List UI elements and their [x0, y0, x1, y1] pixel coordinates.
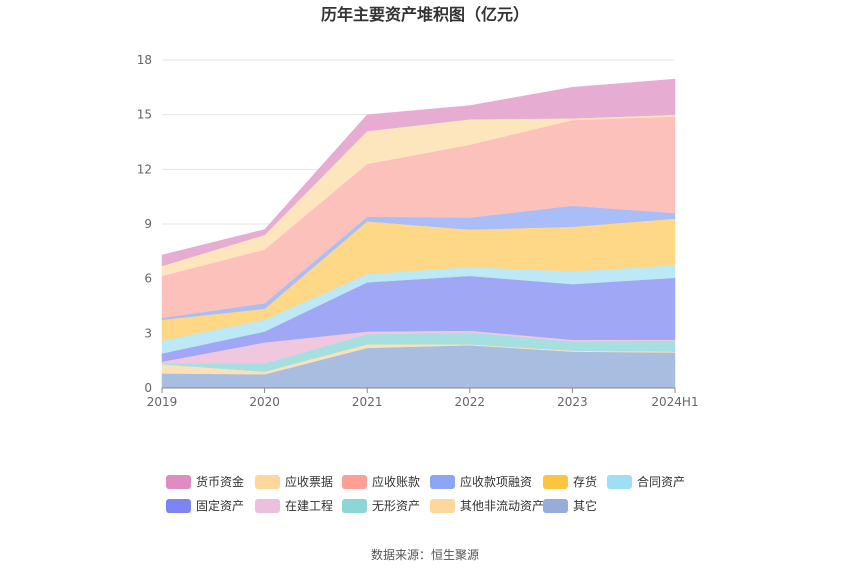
legend-item[interactable]: 合同资产	[607, 474, 685, 489]
axes: 0 3 6 9 12 15 18 2019 2020 2021 2022 2023 2024H1	[137, 53, 699, 409]
x-tick-label: 2021	[352, 395, 383, 409]
legend-label: 应收账款	[372, 474, 420, 489]
y-tick-label: 15	[137, 108, 152, 122]
x-tick-label: 2019	[147, 395, 178, 409]
legend-item[interactable]: 货币资金	[166, 474, 244, 489]
area-series-10	[161, 78, 676, 267]
x-tick-label: 2024H1	[651, 395, 698, 409]
legend-item[interactable]: 其他非流动资产	[430, 499, 544, 513]
legend-swatch	[607, 475, 632, 489]
legend-label: 货币资金	[196, 474, 244, 489]
legend-item[interactable]: 无形资产	[342, 499, 420, 513]
legend-label: 应收票据	[285, 474, 333, 489]
data-source: 数据来源：恒生聚源	[371, 547, 479, 562]
legend-item[interactable]: 应收款项融资	[430, 474, 532, 489]
legend-item[interactable]: 应收票据	[255, 474, 333, 489]
legend-swatch	[342, 499, 367, 513]
y-tick-label: 18	[137, 53, 152, 67]
legend-label: 在建工程	[285, 498, 333, 513]
legend-swatch	[543, 499, 568, 513]
x-tick-label: 2022	[455, 395, 486, 409]
legend-label: 固定资产	[196, 498, 244, 513]
y-tick-label: 0	[144, 381, 152, 395]
legend-item[interactable]: 固定资产	[166, 498, 244, 513]
y-tick-label: 9	[144, 217, 152, 231]
legend-swatch	[430, 499, 455, 513]
legend-item[interactable]: 其它	[543, 498, 597, 513]
legend-swatch	[255, 475, 280, 489]
y-tick-label: 6	[144, 272, 152, 286]
legend-item[interactable]: 应收账款	[342, 474, 420, 489]
legend-item[interactable]: 存货	[543, 474, 597, 489]
chart-title: 历年主要资产堆积图（亿元）	[321, 5, 529, 24]
legend-swatch	[543, 475, 568, 489]
legend-swatch	[430, 475, 455, 489]
legend-label: 应收款项融资	[460, 474, 532, 489]
legend-label: 其它	[573, 498, 597, 513]
legend-label: 无形资产	[372, 499, 420, 513]
legend-label: 其他非流动资产	[460, 499, 544, 513]
legend-item[interactable]: 在建工程	[255, 498, 333, 513]
legend-swatch	[166, 499, 191, 513]
legend-swatch	[166, 475, 191, 489]
y-tick-label: 12	[137, 162, 152, 176]
area-series	[161, 78, 676, 389]
y-tick-label: 3	[144, 326, 152, 340]
x-tick-label: 2020	[249, 395, 280, 409]
legend-swatch	[255, 499, 280, 513]
legend-label: 合同资产	[637, 474, 685, 489]
legend-swatch	[342, 475, 367, 489]
legend-label: 存货	[573, 474, 597, 489]
x-tick-label: 2023	[557, 395, 588, 409]
